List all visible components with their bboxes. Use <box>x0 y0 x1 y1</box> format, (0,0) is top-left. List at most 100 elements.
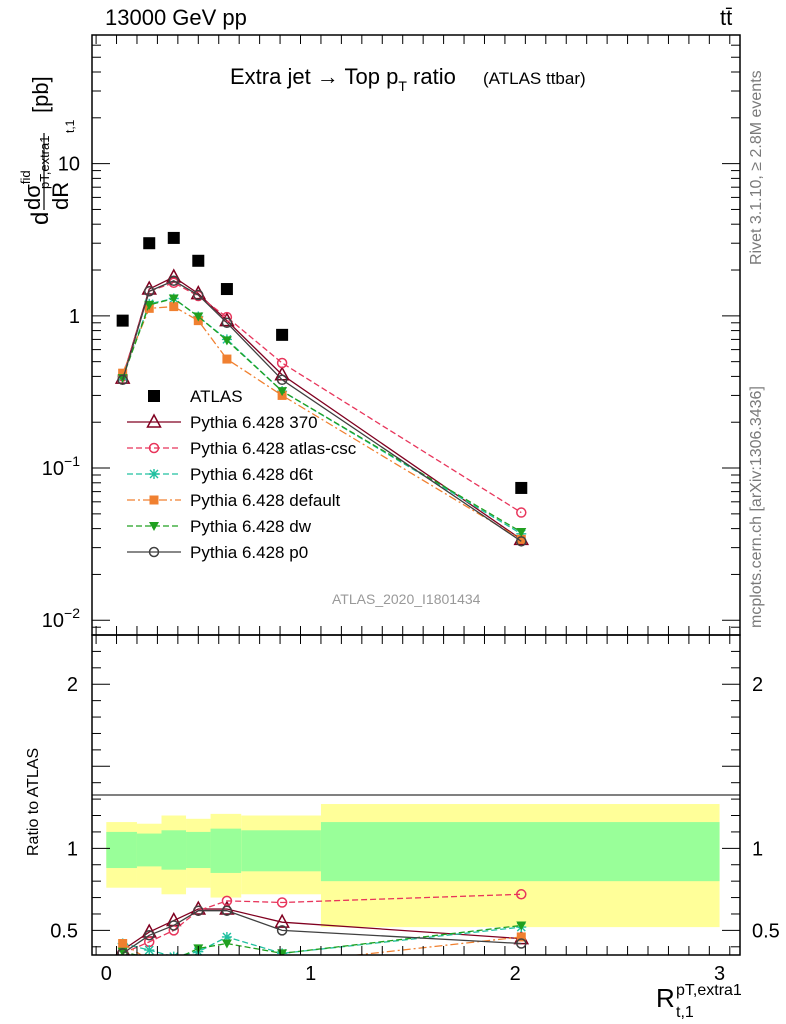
y-tick-exp: −1 <box>64 453 80 469</box>
ratio-point-p370 <box>274 913 290 928</box>
ratio-point-default <box>516 932 526 942</box>
y-tick-label: 1 <box>69 306 80 328</box>
xlabel-sup: pT,extra1 <box>676 982 742 999</box>
process-label: tt̄ <box>720 5 732 30</box>
data-point-atlas <box>167 231 180 244</box>
data-point-dw <box>516 528 527 538</box>
ylabel-fid: fid <box>18 170 33 184</box>
ylabel-dr: dR <box>48 182 73 210</box>
data-point-p0 <box>168 275 180 287</box>
data-point-p0 <box>516 536 527 547</box>
legend-marker-atlas-csc <box>148 442 160 454</box>
ratio-line-d6t <box>122 926 522 955</box>
data-point-p0 <box>221 317 233 329</box>
ratio-point-default <box>278 959 287 968</box>
ratio-point-p0 <box>193 905 204 916</box>
legend-marker-d6t <box>149 469 159 479</box>
ratio-point-p0 <box>276 925 288 936</box>
data-point-atlas-csc <box>221 311 233 323</box>
legend-label-default: Pythia 6.428 default <box>190 491 341 510</box>
atlas-inner-band <box>210 828 242 873</box>
ratio-series-group <box>115 889 530 979</box>
ratio-point-p0 <box>221 905 233 916</box>
ratio-point-dw <box>516 921 527 931</box>
data-point-atlas <box>220 283 233 296</box>
title-small: (ATLAS ttbar) <box>483 69 586 88</box>
data-point-atlas <box>515 481 528 494</box>
y-tick-label: 10−2 <box>42 605 80 632</box>
ratio-y-tick-label: 1 <box>67 838 78 860</box>
y-tick-label: 10−1 <box>42 453 80 480</box>
data-point-atlas-csc <box>516 507 527 518</box>
data-point-default <box>516 534 526 544</box>
ratio-line-atlas-csc <box>122 893 522 954</box>
ratio-point-p0 <box>516 938 527 949</box>
y-axis-label: d dσfid pT,extra1 dR t,1 [pb] <box>18 76 77 225</box>
svg-text:d: d <box>27 212 54 225</box>
y-tick-label: 10 <box>58 154 80 176</box>
legend-label-d6t: Pythia 6.428 d6t <box>190 465 313 484</box>
ratio-y-tick-label: 0.5 <box>50 920 78 942</box>
ratio-line-p370 <box>122 908 522 951</box>
ratio-point-atlas-csc <box>276 897 288 908</box>
legend-label-atlas: ATLAS <box>190 387 243 406</box>
ratio-point-default <box>222 970 231 979</box>
ratio-panel-frame <box>91 634 741 956</box>
atlas-inner-band <box>106 831 137 869</box>
title-sub: T <box>398 78 407 94</box>
atlas-inner-band <box>186 831 211 869</box>
data-point-atlas-csc <box>276 357 288 369</box>
ratio-point-d6t <box>144 945 155 955</box>
top-series-group <box>114 231 530 547</box>
legend-marker-default <box>149 495 159 505</box>
ratio-point-p0 <box>117 948 128 955</box>
ratio-point-p0 <box>168 920 180 931</box>
x-tick-label: 2 <box>510 963 521 985</box>
ratio-point-p0 <box>143 930 155 941</box>
legend-marker-atlas <box>148 390 160 402</box>
ratio-band-group <box>106 804 720 928</box>
xlabel-main: R <box>656 983 675 1013</box>
data-point-dw <box>144 300 155 310</box>
legend-marker-p0 <box>148 546 160 558</box>
series-line-p0 <box>122 280 522 542</box>
ylabel-d: d <box>27 212 54 225</box>
atlas-inner-band <box>136 833 162 867</box>
data-point-atlas <box>276 328 289 341</box>
y-tick-base: 10 <box>42 610 64 632</box>
ylabel-sigma: dσ <box>20 184 45 210</box>
ratio-y-tick-label-right: 0.5 <box>752 920 780 942</box>
atlas-inner-band <box>320 822 720 882</box>
data-point-p0 <box>276 374 288 386</box>
svg-text:Extra jet → Top pT ratio: Extra jet → Top pT ratio <box>230 64 456 94</box>
legend-label-p370: Pythia 6.428 370 <box>190 413 318 432</box>
ratio-y-label: Ratio to ATLAS <box>25 748 42 856</box>
data-point-p0 <box>143 286 155 297</box>
data-point-dw <box>221 336 232 346</box>
x-tick-label: 0 <box>101 963 112 985</box>
chart-title: Extra jet → Top pT ratio (ATLAS ttbar) <box>230 64 586 94</box>
rivet-label: Rivet 3.1.10, ≥ 2.8M events <box>748 70 765 265</box>
ratio-point-default <box>118 939 128 949</box>
xlabel-sub: t,1 <box>676 1004 694 1021</box>
svg-text:dσfid: dσfid <box>18 170 45 210</box>
y-tick-exp: −2 <box>64 605 80 621</box>
ylabel-unit: [pb] <box>28 76 53 113</box>
ratio-point-atlas-csc <box>516 889 527 900</box>
data-point-default <box>118 368 128 378</box>
ratio-point-atlas-csc <box>221 895 233 907</box>
data-point-default <box>169 302 179 312</box>
legend-label-dw: Pythia 6.428 dw <box>190 517 312 536</box>
data-point-dw <box>193 312 204 322</box>
data-point-dw <box>168 294 179 304</box>
ratio-point-default <box>145 955 154 964</box>
axis-ticks <box>92 34 740 955</box>
data-point-atlas <box>192 254 205 267</box>
legend-label-p0: Pythia 6.428 p0 <box>190 543 308 562</box>
mcplots-label: mcplots.cern.ch [arXiv:1306.3436] <box>748 386 765 628</box>
ratio-point-d6t <box>169 951 179 955</box>
data-point-default <box>222 354 232 364</box>
title-tail: ratio <box>407 64 456 89</box>
legend-marker-dw <box>149 522 159 531</box>
